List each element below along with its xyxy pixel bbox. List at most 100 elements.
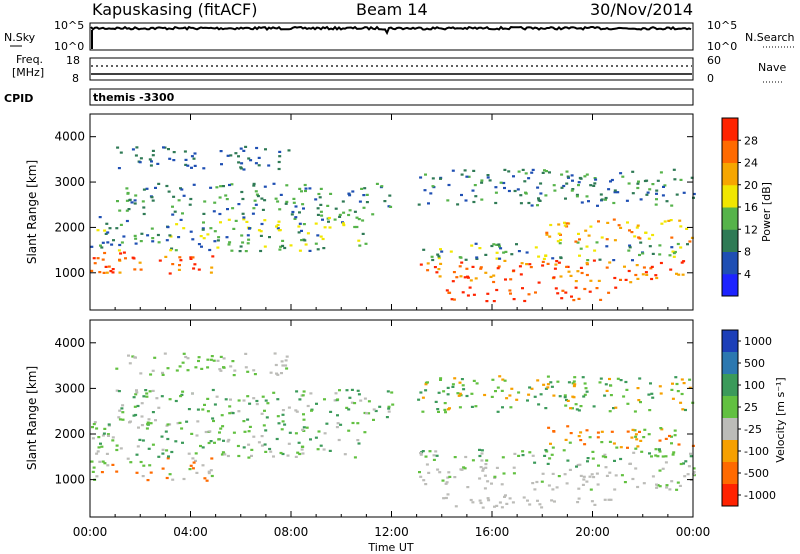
heatmap-cell: [585, 195, 589, 198]
heatmap-cell: [562, 449, 566, 452]
freq-right-tick-top: 60: [707, 54, 721, 67]
heatmap-cell: [609, 180, 612, 183]
heatmap-cell: [550, 385, 554, 388]
heatmap-cell: [357, 239, 361, 242]
y-tick-label: 4000: [54, 130, 85, 144]
heatmap-cell: [521, 450, 525, 453]
heatmap-cell: [528, 503, 532, 506]
heatmap-cell: [586, 460, 589, 463]
heatmap-cell: [211, 417, 215, 420]
heatmap-cell: [223, 453, 227, 456]
heatmap-cell: [345, 389, 349, 392]
heatmap-cell: [240, 162, 244, 165]
heatmap-cell: [599, 193, 603, 196]
heatmap-cell: [257, 164, 261, 167]
heatmap-cell: [263, 185, 267, 188]
heatmap-cell: [582, 478, 586, 481]
heatmap-cell: [278, 150, 282, 153]
heatmap-cell: [443, 402, 447, 405]
heatmap-cell: [122, 251, 126, 254]
heatmap-cell: [437, 268, 441, 271]
heatmap-cell: [479, 466, 483, 469]
heatmap-cell: [117, 249, 121, 252]
heatmap-cell: [536, 499, 539, 502]
heatmap-cell: [110, 243, 114, 246]
heatmap-cell: [248, 425, 252, 428]
heatmap-cell: [636, 224, 640, 227]
heatmap-cell: [187, 408, 191, 411]
heatmap-cell: [548, 171, 551, 174]
heatmap-cell: [492, 300, 496, 303]
heatmap-cell: [277, 220, 281, 223]
heatmap-cell: [499, 181, 503, 184]
heatmap-cell: [661, 194, 665, 197]
heatmap-cell: [239, 167, 243, 170]
noise-left-tick-bottom: 10^0: [54, 40, 84, 53]
heatmap-cell: [502, 181, 506, 185]
heatmap-cell: [125, 187, 129, 190]
heatmap-cell: [426, 262, 430, 265]
heatmap-cell: [165, 449, 169, 452]
heatmap-cell: [108, 227, 112, 230]
heatmap-cell: [559, 275, 563, 278]
heatmap-cell: [452, 298, 456, 301]
heatmap-cell: [630, 436, 634, 439]
heatmap-cell: [230, 249, 234, 252]
heatmap-cell: [156, 162, 160, 165]
heatmap-cell: [536, 186, 540, 189]
heatmap-cell: [358, 244, 362, 247]
heatmap-cell: [583, 175, 587, 178]
heatmap-cell: [521, 454, 525, 457]
heatmap-cell: [281, 452, 285, 456]
heatmap-cell: [575, 465, 578, 468]
heatmap-cell: [274, 363, 278, 367]
heatmap-cell: [318, 196, 322, 199]
heatmap-cell: [575, 195, 579, 198]
heatmap-cell: [564, 438, 568, 441]
heatmap-cell: [551, 257, 555, 260]
heatmap-cell: [167, 455, 170, 458]
heatmap-cell: [178, 264, 181, 267]
heatmap-cell: [221, 451, 225, 454]
heatmap-cell: [272, 391, 276, 394]
heatmap-cell: [181, 212, 184, 215]
heatmap-cell: [655, 192, 658, 195]
plot-title: Kapuskasing (fitACF): [92, 0, 257, 19]
heatmap-cell: [596, 204, 599, 207]
heatmap-cell: [463, 276, 467, 279]
heatmap-cell: [387, 205, 391, 208]
heatmap-cell: [483, 474, 487, 477]
heatmap-cell: [212, 210, 216, 213]
heatmap-cell: [184, 158, 188, 161]
heatmap-cell: [111, 439, 115, 442]
heatmap-cell: [459, 394, 463, 397]
heatmap-cell: [281, 239, 285, 242]
heatmap-cell: [512, 269, 516, 272]
heatmap-cell: [98, 216, 102, 219]
heatmap-cell: [195, 471, 199, 474]
heatmap-cell: [645, 273, 649, 276]
heatmap-cell: [563, 396, 567, 399]
heatmap-cell: [689, 455, 693, 458]
heatmap-cell: [592, 476, 596, 479]
heatmap-cell: [139, 268, 143, 271]
heatmap-cell: [585, 262, 589, 265]
heatmap-cell: [658, 485, 662, 488]
heatmap-cell: [633, 410, 637, 413]
heatmap-cell: [144, 389, 148, 392]
noise-panel: N.Sky 10^5 10^0 10^5 10^0 N.Search: [4, 19, 795, 53]
heatmap-cell: [669, 219, 673, 222]
heatmap-cell: [586, 457, 590, 460]
heatmap-cell: [103, 462, 107, 465]
heatmap-cell: [135, 146, 139, 149]
heatmap-cell: [336, 414, 339, 417]
heatmap-cell: [501, 406, 504, 409]
heatmap-cell: [151, 240, 155, 243]
heatmap-cell: [327, 220, 330, 223]
heatmap-cell: [246, 418, 250, 421]
heatmap-cell: [445, 481, 449, 484]
heatmap-cell: [184, 355, 188, 359]
heatmap-cell: [250, 448, 254, 451]
heatmap-cell: [219, 427, 223, 430]
heatmap-cell: [654, 274, 658, 277]
